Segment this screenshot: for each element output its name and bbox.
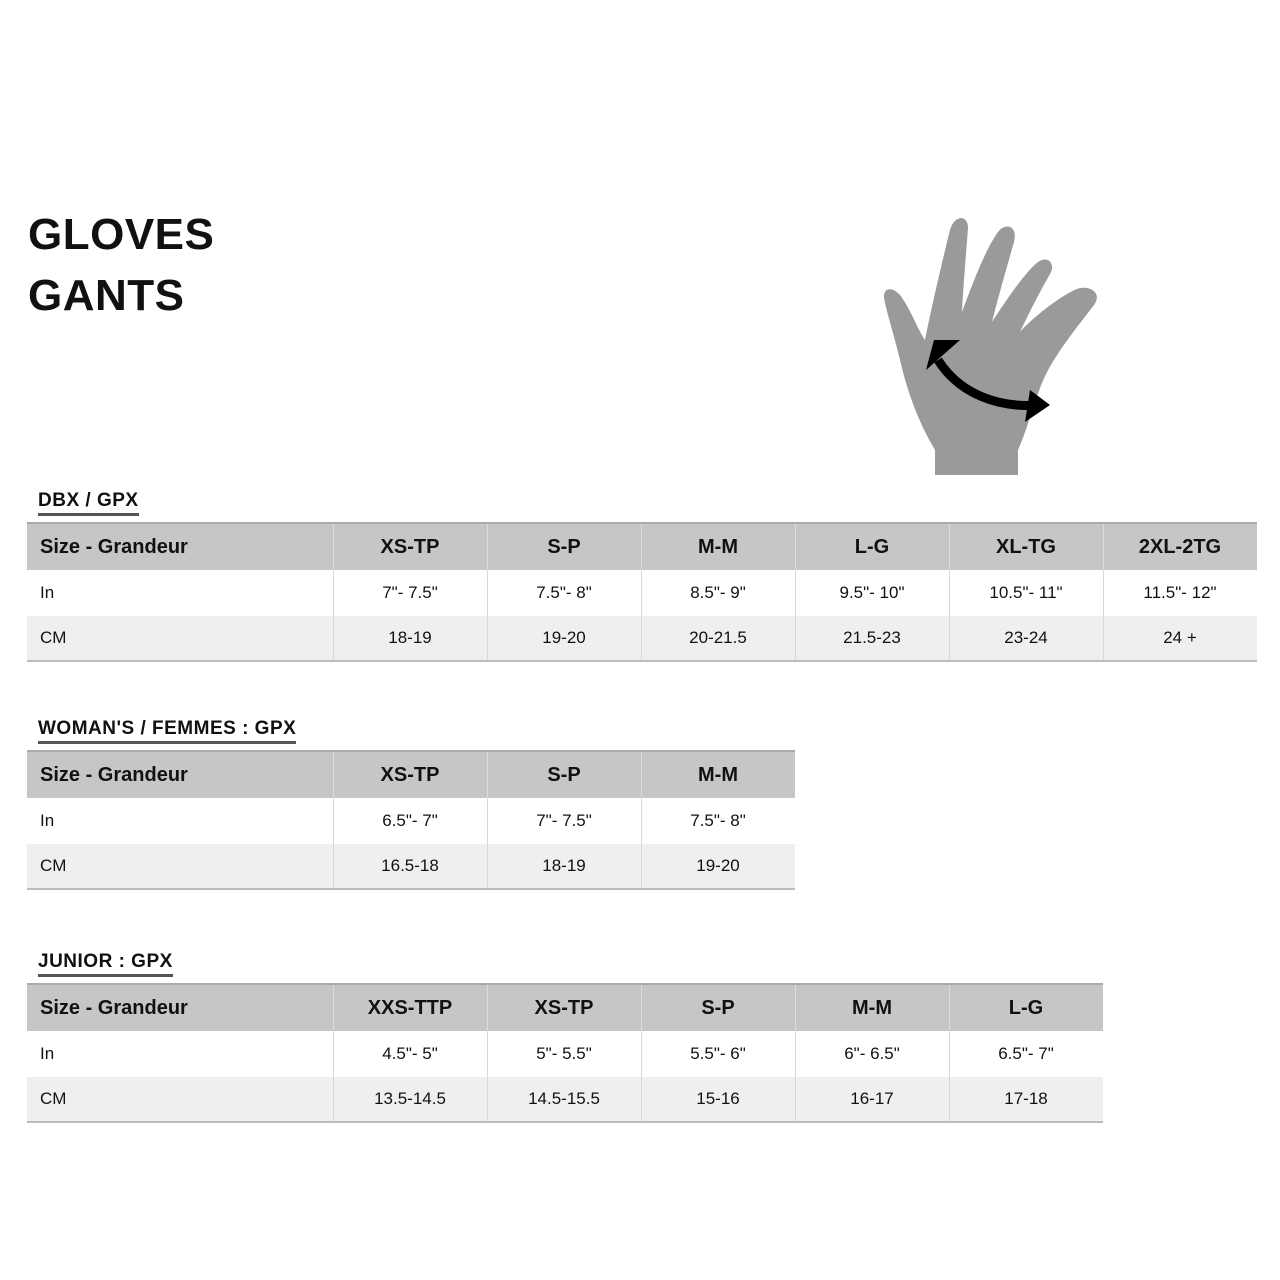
cell: CM (27, 1077, 333, 1123)
cell: 20-21.5 (640, 616, 795, 662)
header-cell: Size - Grandeur (27, 983, 333, 1031)
hand-measurement-icon (883, 218, 1097, 475)
section-title: WOMAN'S / FEMMES : GPX (38, 718, 297, 744)
header-cell: XS-TP (332, 522, 487, 570)
size-table: Size - Grandeur XXS-TTP XS-TP S-P M-M L-G In 4… (27, 983, 1103, 1123)
cell: 23-24 (948, 616, 1103, 662)
cell: 5.5"- 6" (640, 1031, 795, 1077)
cell: 10.5"- 11" (948, 570, 1103, 616)
cell: 13.5-14.5 (332, 1077, 487, 1123)
cell: 5"- 5.5" (486, 1031, 641, 1077)
dbx-gpx-section: DBX / GPX Size - Grandeur XS-TP S-P M-M L-G X… (27, 490, 1257, 662)
table-row: In 7"- 7.5" 7.5"- 8" 8.5"- 9" 9.5"- 10" 10.5"… (27, 570, 1257, 616)
cell: CM (27, 616, 333, 662)
cell: 21.5-23 (794, 616, 949, 662)
cell: 16-17 (794, 1077, 949, 1123)
header-cell: S-P (486, 750, 641, 798)
cell: 7"- 7.5" (332, 570, 487, 616)
cell: 17-18 (948, 1077, 1103, 1123)
cell: 14.5-15.5 (486, 1077, 641, 1123)
cell: 19-20 (486, 616, 641, 662)
cell: 9.5"- 10" (794, 570, 949, 616)
cell: 24 + (1102, 616, 1257, 662)
page-title-fr: GANTS (28, 271, 185, 320)
header-cell: XS-TP (332, 750, 487, 798)
cell: 6.5"- 7" (332, 798, 487, 844)
size-table: Size - Grandeur XS-TP S-P M-M L-G XL-TG 2XL-2T… (27, 522, 1257, 662)
header-cell: 2XL-2TG (1102, 522, 1257, 570)
table-row: In 6.5"- 7" 7"- 7.5" 7.5"- 8" (27, 798, 795, 844)
page-title-en: GLOVES (28, 210, 215, 259)
cell: 7"- 7.5" (486, 798, 641, 844)
header-cell: L-G (948, 983, 1103, 1031)
table-row: In 4.5"- 5" 5"- 5.5" 5.5"- 6" 6"- 6.5" 6.5"- … (27, 1031, 1103, 1077)
cell: 16.5-18 (332, 844, 487, 890)
cell: 7.5"- 8" (486, 570, 641, 616)
cell: 18-19 (332, 616, 487, 662)
cell: 8.5"- 9" (640, 570, 795, 616)
header-cell: S-P (486, 522, 641, 570)
cell: 15-16 (640, 1077, 795, 1123)
header-cell: M-M (794, 983, 949, 1031)
cell: 4.5"- 5" (332, 1031, 487, 1077)
junior-gpx-section: JUNIOR : GPX Size - Grandeur XXS-TTP XS-TP… (27, 951, 1103, 1123)
cell: In (27, 1031, 333, 1077)
header-cell: XXS-TTP (332, 983, 487, 1031)
header-cell: Size - Grandeur (27, 522, 333, 570)
table-row: CM 16.5-18 18-19 19-20 (27, 844, 795, 890)
size-table: Size - Grandeur XS-TP S-P M-M In 6.5"- 7" 7"-… (27, 750, 795, 890)
cell: CM (27, 844, 333, 890)
cell: 6.5"- 7" (948, 1031, 1103, 1077)
cell: In (27, 798, 333, 844)
table-row: CM 13.5-14.5 14.5-15.5 15-16 16-17 17-18 (27, 1077, 1103, 1123)
cell: In (27, 570, 333, 616)
cell: 19-20 (640, 844, 795, 890)
header-cell: M-M (640, 750, 795, 798)
table-row: CM 18-19 19-20 20-21.5 21.5-23 23-24 24 + (27, 616, 1257, 662)
cell: 18-19 (486, 844, 641, 890)
header-cell: XL-TG (948, 522, 1103, 570)
cell: 6"- 6.5" (794, 1031, 949, 1077)
womens-gpx-section: WOMAN'S / FEMMES : GPX Size - Grandeur XS… (27, 718, 795, 890)
section-title: DBX / GPX (38, 490, 139, 516)
header-cell: XS-TP (486, 983, 641, 1031)
header-cell: M-M (640, 522, 795, 570)
cell: 7.5"- 8" (640, 798, 795, 844)
header-cell: Size - Grandeur (27, 750, 333, 798)
section-title: JUNIOR : GPX (38, 951, 173, 977)
header-cell: S-P (640, 983, 795, 1031)
cell: 11.5"- 12" (1102, 570, 1257, 616)
header-cell: L-G (794, 522, 949, 570)
